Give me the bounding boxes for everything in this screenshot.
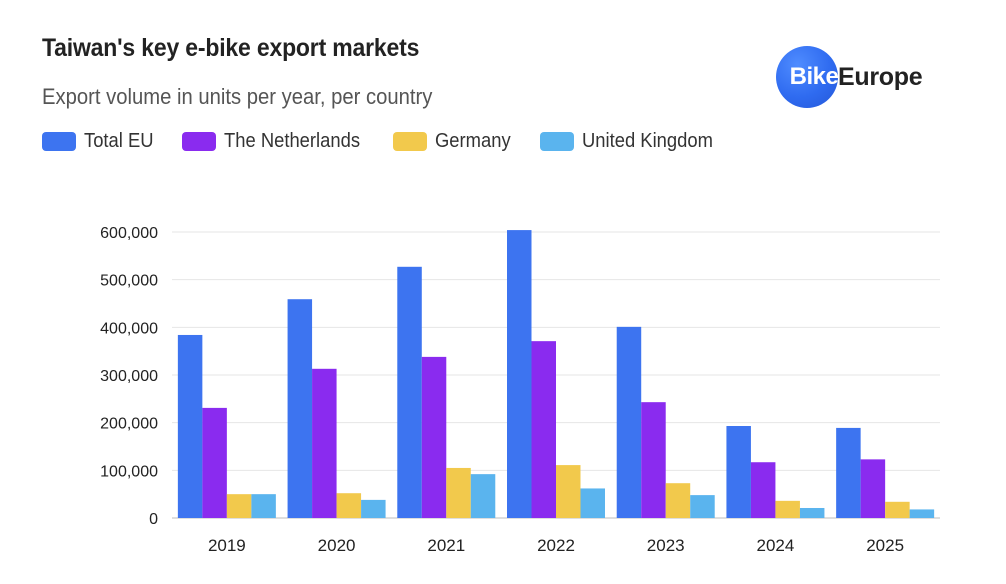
bar-total-eu-2020 (287, 299, 313, 518)
logo-circle-text: Bike (789, 63, 839, 90)
logo-circle-icon: Bike (776, 46, 839, 108)
bar-the-netherlands-2022 (531, 341, 556, 518)
x-tick-label: 2024 (757, 536, 795, 555)
bar-total-eu-2025 (836, 427, 861, 518)
x-tick-label: 2020 (318, 536, 356, 555)
legend-swatch-total-eu (42, 132, 76, 151)
x-tick-label: 2019 (208, 536, 246, 555)
y-tick-label: 300,000 (100, 368, 158, 385)
legend-item-total-eu: Total EU (42, 130, 160, 153)
bar-germany-2023 (665, 483, 691, 518)
bar-the-netherlands-2019 (202, 407, 227, 518)
chart-subtitle: Export volume in units per year, per cou… (42, 84, 433, 109)
bar-total-eu-2024 (726, 426, 751, 518)
x-tick-label: 2022 (537, 536, 575, 555)
bar-the-netherlands-2021 (421, 356, 447, 518)
bar-germany-2020 (336, 493, 362, 518)
bar-total-eu-2022 (507, 230, 532, 519)
y-tick-label: 500,000 (100, 273, 158, 290)
y-tick-label: 100,000 (100, 463, 158, 480)
legend-label-germany: Germany (435, 130, 512, 152)
logo-text: Europe (838, 62, 923, 91)
bar-the-netherlands-2020 (312, 368, 337, 518)
x-tick-label: 2021 (427, 536, 465, 555)
y-tick-label: 0 (149, 511, 158, 528)
legend-item-germany: Germany (393, 130, 517, 153)
bar-germany-2022 (556, 465, 581, 518)
bar-germany-2025 (885, 501, 910, 518)
bar-united-kingdom-2025 (909, 509, 935, 518)
bar-united-kingdom-2023 (690, 495, 715, 518)
y-tick-label: 200,000 (100, 416, 158, 433)
bar-germany-2024 (775, 500, 800, 518)
x-tick-label: 2023 (647, 536, 685, 555)
bar-the-netherlands-2025 (860, 459, 886, 518)
legend-item-united-kingdom: United Kingdom (539, 130, 724, 153)
bar-united-kingdom-2021 (470, 474, 496, 518)
bar-united-kingdom-2022 (580, 488, 605, 518)
bar-united-kingdom-2019 (251, 494, 276, 518)
legend-label-total-eu: Total EU (84, 130, 154, 152)
bar-total-eu-2023 (616, 326, 642, 518)
bar-united-kingdom-2020 (361, 499, 386, 518)
x-axis-ticks: 2019 2020 2021 2022 2023 2024 2025 (208, 536, 904, 555)
bar-germany-2019 (226, 494, 252, 518)
bike-europe-logo: Bike Europe (776, 46, 923, 108)
legend-swatch-united-kingdom (539, 132, 574, 151)
y-tick-label: 400,000 (100, 320, 158, 337)
bar-the-netherlands-2023 (641, 402, 666, 518)
chart-title: Taiwan's key e-bike export markets (42, 34, 420, 62)
bar-total-eu-2021 (397, 266, 422, 518)
legend-item-netherlands: The Netherlands (181, 130, 372, 153)
bar-united-kingdom-2024 (799, 507, 825, 518)
y-axis-ticks: 0 100,000 200,000 300,000 400,000 500,000 600,… (100, 225, 158, 528)
legend-swatch-germany (393, 132, 428, 151)
bar-germany-2021 (446, 467, 471, 518)
bar-total-eu-2019 (177, 334, 203, 518)
chart-legend: Total EU The Netherlands Germany United … (42, 130, 746, 153)
x-tick-label: 2025 (866, 536, 904, 555)
bars (177, 230, 935, 519)
bar-the-netherlands-2024 (750, 462, 776, 518)
legend-label-netherlands: The Netherlands (223, 130, 360, 152)
legend-swatch-netherlands (181, 132, 216, 151)
legend-label-united-kingdom: United Kingdom (581, 130, 713, 152)
y-tick-label: 600,000 (100, 225, 158, 242)
